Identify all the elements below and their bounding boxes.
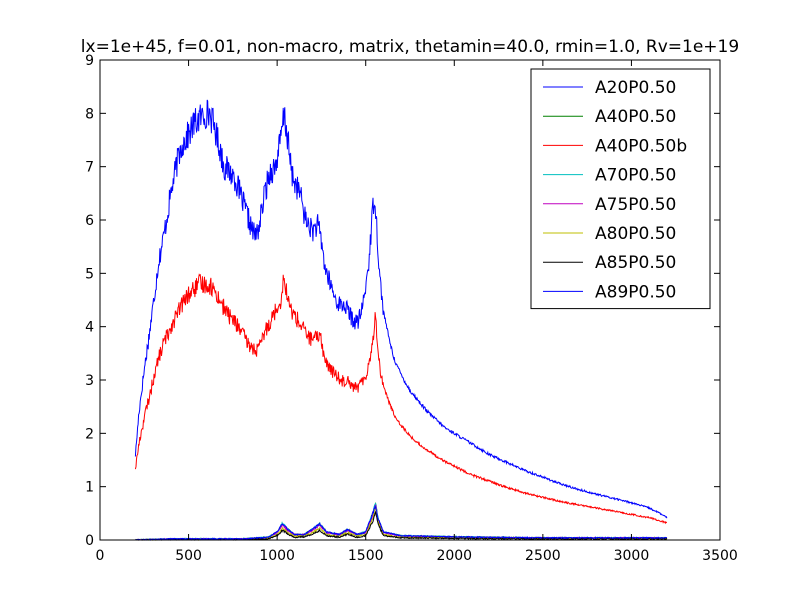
series-line-A20P0.50 — [134, 99, 668, 519]
legend-label: A70P0.50 — [595, 166, 676, 186]
y-tick-label: 5 — [85, 266, 94, 282]
y-tick-label: 0 — [85, 533, 94, 549]
series-line-A85P0.50 — [135, 510, 668, 541]
axis-ticks: 0 500 1000 1500 2000 2500 3000 3500 0 1 2 3 4 5 6 7 8 9 — [85, 53, 738, 564]
y-tick-label: 7 — [85, 160, 94, 176]
x-tick-label: 0 — [96, 548, 105, 564]
y-tick-label: 3 — [85, 373, 94, 389]
y-tick-label: 1 — [85, 480, 94, 496]
x-tick-label: 1500 — [348, 548, 384, 564]
y-tick-label: 2 — [85, 426, 94, 442]
chart-title: lx=1e+45, f=0.01, non-macro, matrix, the… — [81, 37, 739, 57]
series-line-A40P0.50b — [134, 273, 667, 525]
legend-label: A80P0.50 — [595, 224, 676, 244]
x-tick-label: 3500 — [702, 548, 738, 564]
legend: A20P0.50 A40P0.50 A40P0.50b A70P0.50 A75P0.5… — [530, 68, 711, 310]
y-tick-label: 9 — [85, 53, 94, 69]
legend-label: A20P0.50 — [595, 78, 676, 98]
series-group — [134, 99, 668, 541]
y-tick-label: 6 — [85, 213, 94, 229]
legend-label: A89P0.50 — [595, 282, 676, 302]
x-tick-label: 3000 — [614, 548, 650, 564]
x-tick-label: 1000 — [259, 548, 295, 564]
x-tick-label: 2000 — [436, 548, 472, 564]
legend-label: A85P0.50 — [595, 253, 676, 273]
y-tick-label: 8 — [85, 106, 94, 122]
series-line-A89P0.50 — [135, 504, 667, 541]
legend-label: A40P0.50 — [595, 107, 676, 127]
legend-box — [530, 68, 711, 310]
plot-area-frame — [99, 59, 721, 541]
y-tick-label: 4 — [85, 320, 94, 336]
x-tick-label: 2500 — [525, 548, 561, 564]
legend-label: A40P0.50b — [595, 136, 687, 156]
x-tick-label: 500 — [175, 548, 202, 564]
legend-label: A75P0.50 — [595, 195, 676, 215]
